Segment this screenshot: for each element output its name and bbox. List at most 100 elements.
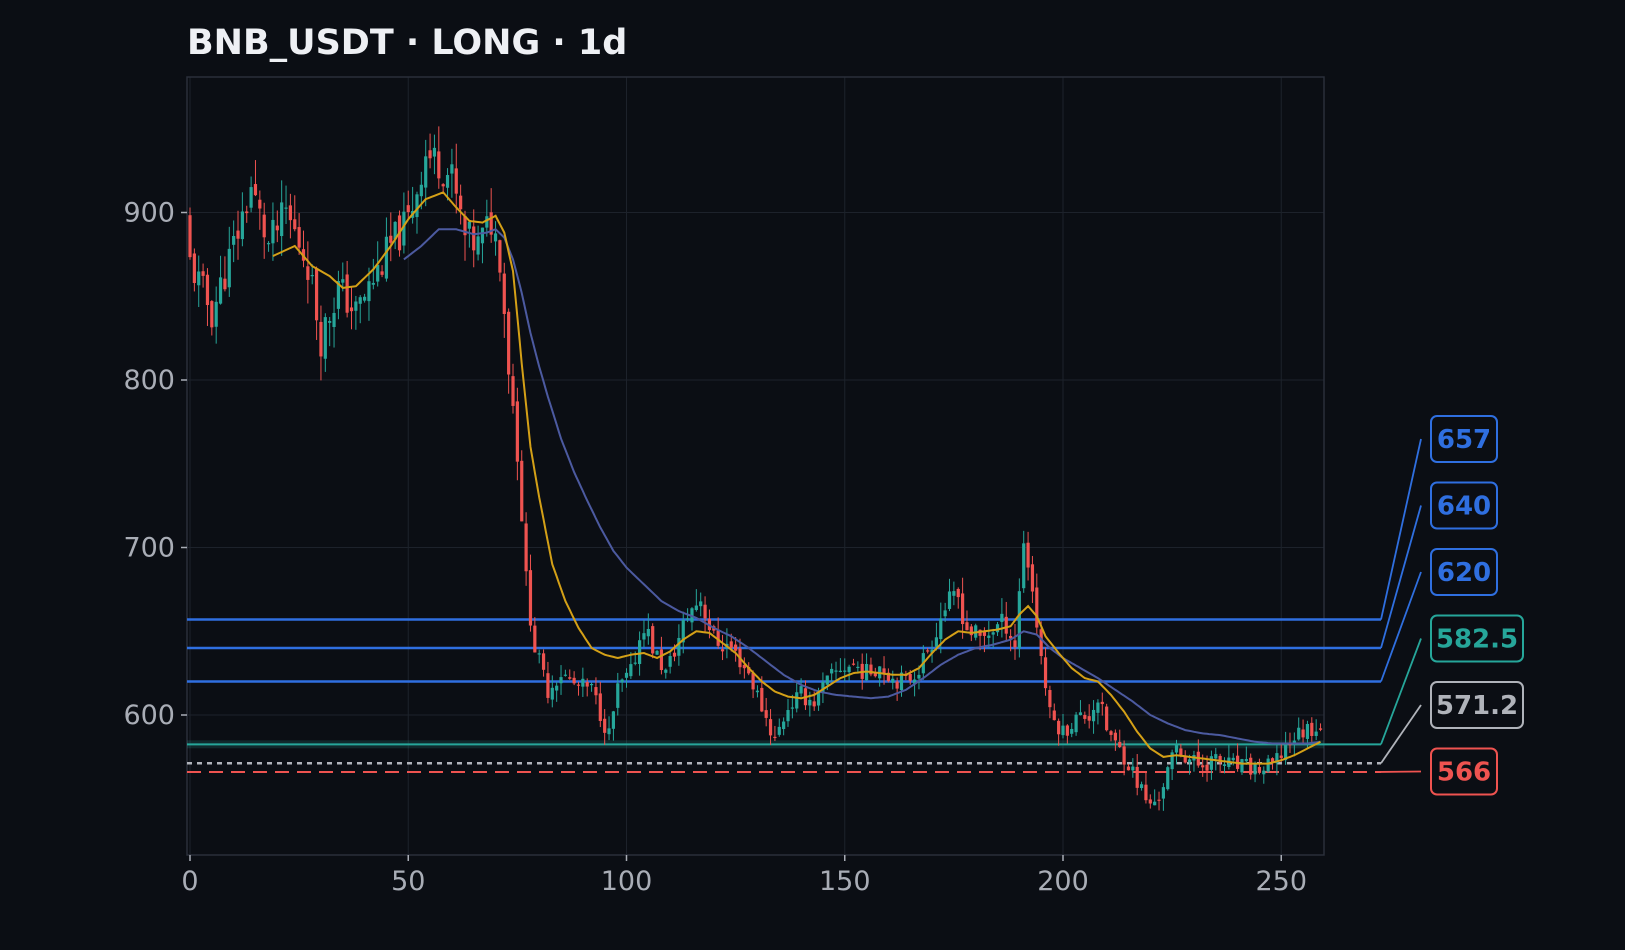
candle-body — [1249, 757, 1253, 775]
candle-body — [476, 236, 480, 255]
candle-body — [1035, 587, 1039, 628]
candle-body — [969, 626, 973, 636]
candle-body — [1153, 801, 1157, 806]
candle-body — [1139, 784, 1144, 789]
candle-body — [223, 278, 227, 290]
candle-body — [284, 207, 288, 209]
candle-body — [1161, 787, 1165, 799]
candle-body — [825, 675, 829, 685]
candle-body — [415, 194, 419, 218]
candle-body — [1166, 767, 1170, 790]
candle-body — [472, 226, 476, 251]
candle-body — [1039, 629, 1043, 657]
x-tick-label: 200 — [1037, 866, 1089, 897]
candle-body — [1157, 799, 1161, 801]
candle-body — [528, 570, 533, 626]
candle-body — [367, 281, 371, 302]
candle-body — [912, 679, 917, 684]
candle-body — [1009, 635, 1013, 639]
candle-body — [262, 214, 266, 238]
candle-body — [891, 678, 895, 683]
candle-body — [642, 633, 646, 640]
candle-body — [1218, 755, 1222, 763]
x-tick-label: 50 — [391, 866, 425, 897]
candle-body — [502, 273, 506, 314]
level-label-box — [1430, 481, 1498, 530]
candle-body — [332, 312, 336, 327]
candle-body — [1314, 731, 1318, 736]
candle-body — [349, 307, 354, 312]
candle-body — [773, 736, 777, 739]
candle-body — [799, 686, 803, 694]
candle-body — [515, 401, 519, 462]
candle-body — [1253, 764, 1257, 775]
x-tick-label: 150 — [819, 866, 871, 897]
candle-body — [1122, 746, 1126, 765]
candle-body — [991, 632, 995, 635]
candle-body — [633, 662, 637, 664]
candle-body — [651, 626, 655, 654]
candle-body — [576, 684, 581, 686]
candle-body — [856, 666, 860, 669]
candle-body — [489, 212, 493, 235]
candle-body — [1279, 755, 1283, 758]
candle-body — [572, 677, 576, 684]
candle-body — [380, 271, 384, 275]
candle-body — [428, 150, 432, 159]
candle-body — [236, 230, 240, 239]
candle-body — [1070, 728, 1074, 734]
candle-body — [445, 175, 450, 188]
candle-body — [812, 701, 816, 707]
candle-body — [659, 649, 664, 671]
candle-body — [637, 640, 642, 664]
candle-body — [463, 215, 467, 236]
candle-body — [459, 195, 463, 210]
candle-body — [432, 147, 437, 157]
candle-body — [795, 692, 799, 709]
candle-body — [1292, 740, 1296, 745]
candle-body — [402, 211, 406, 246]
candle-body — [1270, 758, 1275, 762]
candle-body — [188, 215, 192, 258]
candle-body — [1096, 702, 1100, 713]
candle-body — [1091, 709, 1096, 722]
candle-body — [266, 243, 271, 245]
candle-body — [1030, 564, 1035, 592]
candle-body — [777, 726, 781, 735]
candle-body — [310, 275, 314, 277]
plot-frame — [186, 76, 1325, 856]
candle-body — [1026, 542, 1030, 568]
candle-body — [319, 321, 323, 357]
candle-body — [1257, 767, 1262, 773]
x-tick-label: 0 — [181, 866, 198, 897]
y-tick-label: 900 — [123, 198, 175, 229]
candle-body — [1275, 753, 1279, 764]
level-leader-line — [1380, 638, 1422, 745]
candle-body — [1109, 731, 1113, 735]
candle-body — [672, 652, 677, 657]
candle-body — [371, 282, 375, 285]
candle-body — [681, 619, 685, 643]
candle-body — [782, 721, 786, 730]
candle-body — [1022, 543, 1026, 589]
candle-body — [629, 664, 633, 677]
candle-body — [1231, 757, 1235, 761]
candle-body — [1179, 748, 1183, 756]
candle-body — [655, 650, 659, 655]
candle-body — [616, 683, 620, 708]
chart-title: BNB_USDT · LONG · 1d — [187, 23, 627, 63]
candle-body — [834, 670, 838, 672]
candle-body — [1284, 743, 1288, 761]
candle-body — [1240, 759, 1244, 773]
candle-body — [253, 184, 258, 196]
candle-body — [1209, 756, 1214, 770]
candle-body — [1113, 732, 1117, 741]
candle-body — [1083, 715, 1087, 719]
candle-body — [550, 687, 554, 700]
candle-body — [511, 376, 515, 406]
candle-body — [598, 693, 602, 721]
candle-body — [214, 301, 218, 327]
candle-body — [624, 672, 629, 678]
candle-body — [1170, 752, 1174, 770]
